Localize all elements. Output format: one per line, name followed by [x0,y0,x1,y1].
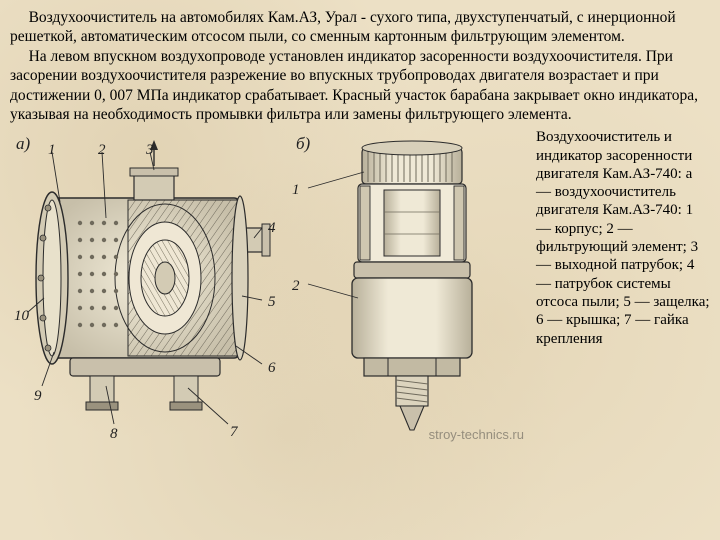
callout-b-1: 1 [292,182,300,199]
callout-a-10: 10 [14,308,29,325]
intro-text: Воздухоочиститель на автомобилях Кам.АЗ,… [10,8,710,124]
callout-a-4: 4 [268,220,276,237]
callout-a-3: 3 [146,142,154,159]
watermark: stroy-technics.ru [429,427,524,442]
callout-a-1: 1 [48,142,56,159]
intro-paragraph-2: На левом впускном воздухопроводе установ… [10,47,710,125]
callout-a-6: 6 [268,360,276,377]
callout-a-9: 9 [34,388,42,405]
callout-a-8: 8 [110,426,118,443]
intro-paragraph-1: Воздухоочиститель на автомобилях Кам.АЗ,… [10,8,710,47]
subfigure-b: б) [292,128,512,448]
figure-and-caption: а) [10,128,710,448]
figure: а) [10,128,530,448]
indicator-svg [292,128,512,448]
callout-a-2: 2 [98,142,106,159]
subfigure-a: а) [10,128,280,448]
figure-caption: Воздухоочиститель и индикатор засореннос… [530,128,710,448]
subfigure-a-label: а) [16,134,30,154]
callout-a-5: 5 [268,294,276,311]
air-cleaner-svg [10,128,280,448]
callout-b-2: 2 [292,278,300,295]
callout-a-7: 7 [230,424,238,441]
subfigure-b-label: б) [296,134,310,154]
